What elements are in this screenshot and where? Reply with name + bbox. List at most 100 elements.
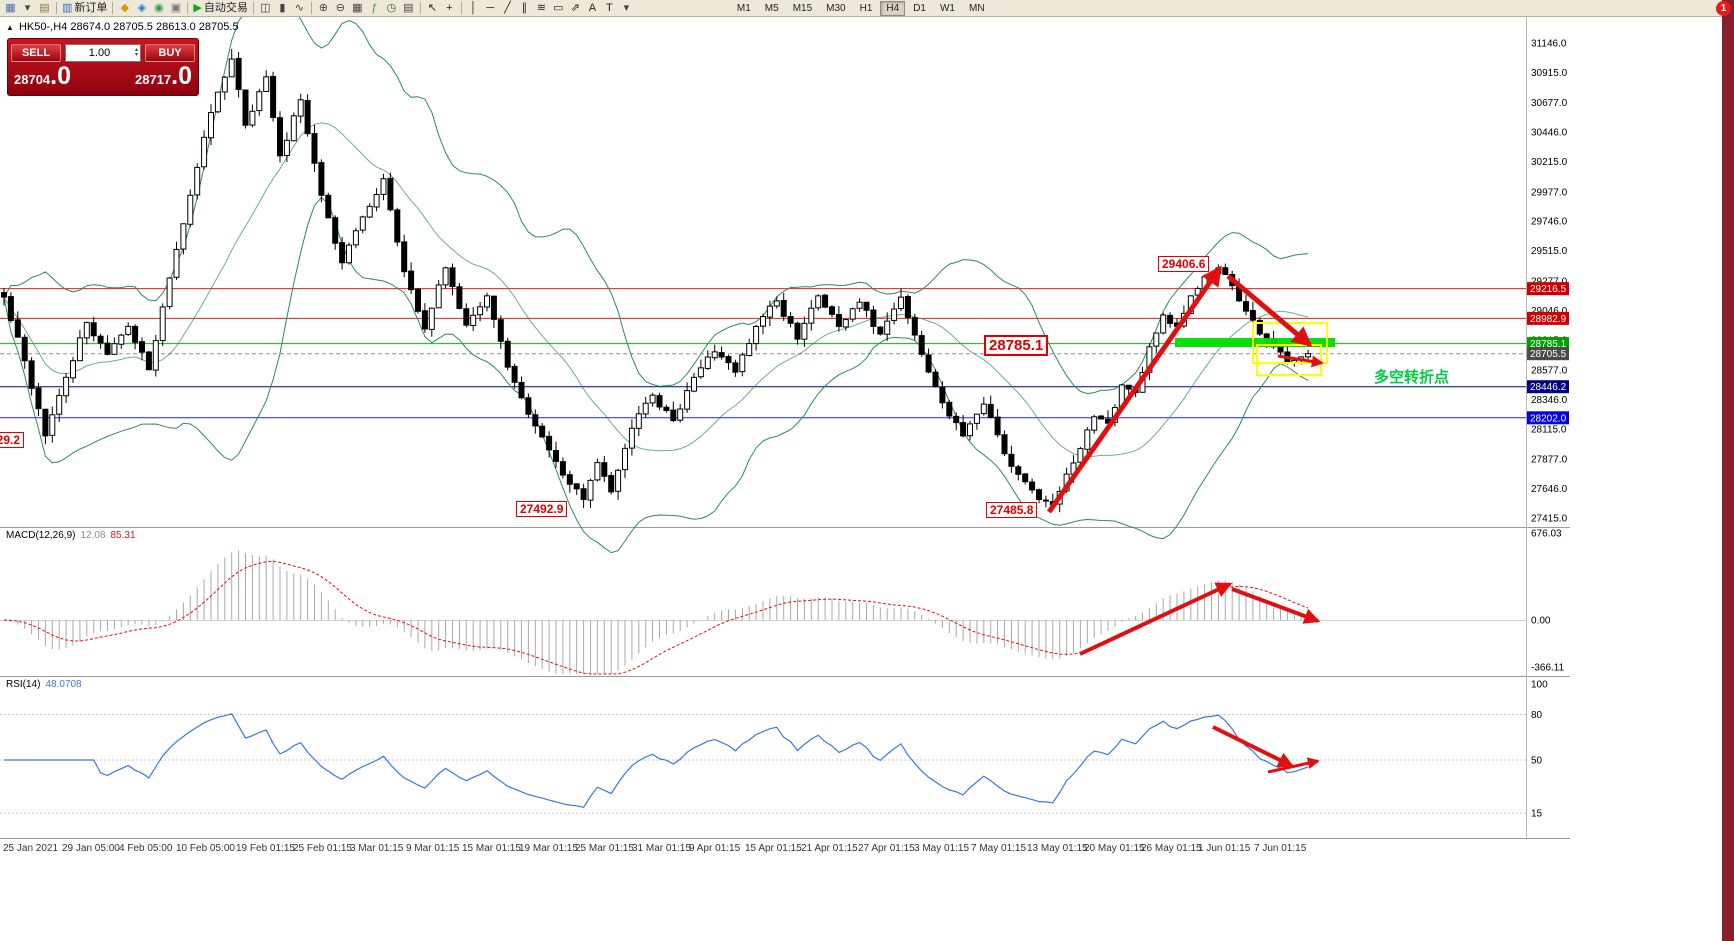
svg-text:29277.0: 29277.0: [1531, 276, 1568, 287]
toolbar-separator: [460, 2, 462, 14]
timeframe-m15[interactable]: M15: [792, 2, 813, 14]
timeframe-m5[interactable]: M5: [764, 2, 779, 14]
svg-text:27 Apr 01:15: 27 Apr 01:15: [858, 843, 915, 854]
svg-text:15 Apr 01:15: 15 Apr 01:15: [745, 843, 802, 854]
shapes-button[interactable]: ▭: [550, 1, 567, 16]
sell-button[interactable]: SELL: [11, 43, 61, 62]
macd-header: MACD(12,26,9) 12.08 85.31: [6, 530, 141, 541]
data-window-icon: ◈: [137, 1, 147, 14]
vertical-line-button[interactable]: │: [465, 1, 482, 16]
periods-icon: ◷: [386, 1, 397, 14]
svg-text:28577.0: 28577.0: [1531, 366, 1568, 377]
svg-text:7 Jun 01:15: 7 Jun 01:15: [1254, 843, 1307, 854]
new-chart-dropdown-icon: ▾: [24, 1, 31, 14]
sell-price: 28704.0: [14, 64, 71, 89]
zoom-in-button[interactable]: ⊕: [315, 1, 332, 16]
market-watch-icon: ◆: [120, 1, 130, 14]
line-chart-button[interactable]: ∿: [291, 1, 308, 16]
right-edge-strip: [1722, 0, 1734, 941]
profiles-button[interactable]: ▤: [36, 1, 53, 16]
timeframe-h4[interactable]: H4: [880, 0, 906, 16]
svg-text:31 Mar 01:15: 31 Mar 01:15: [632, 843, 691, 854]
svg-text:31146.0: 31146.0: [1531, 39, 1567, 50]
svg-text:28446.2: 28446.2: [1530, 382, 1567, 393]
terminal-button[interactable]: ▣: [167, 1, 184, 16]
tile-windows-button[interactable]: ▦: [349, 1, 366, 16]
volume-box: ▴▾: [65, 43, 141, 62]
zoom-in-icon: ⊕: [318, 1, 328, 14]
market-watch-button[interactable]: ◆: [116, 1, 133, 16]
trendline-button[interactable]: ╱: [499, 1, 516, 16]
toolbar-separator: [310, 2, 312, 14]
svg-text:27877.0: 27877.0: [1531, 455, 1568, 466]
notification-badge: 1: [1716, 1, 1731, 16]
toolbar-separator: [112, 2, 114, 14]
chart-symbol: HK50-,H4: [18, 21, 68, 33]
periods-button[interactable]: ◷: [383, 1, 400, 16]
objects-dropdown[interactable]: ▾: [618, 1, 635, 16]
indicators-button[interactable]: ƒ: [366, 1, 383, 16]
timeframe-m1[interactable]: M1: [736, 2, 751, 14]
toolbar-separator: [56, 2, 57, 14]
text-label-button[interactable]: T: [601, 1, 618, 16]
timeframe-mn[interactable]: MN: [968, 2, 985, 14]
data-window-button[interactable]: ◈: [133, 1, 150, 16]
new-chart-button[interactable]: ▦: [2, 1, 19, 16]
svg-text:28705.5: 28705.5: [1530, 349, 1567, 360]
new-chart-icon: ▦: [5, 1, 16, 14]
arrow-object-icon: ⇗: [570, 1, 580, 14]
new-order-icon: ▥: [62, 1, 73, 14]
zoom-out-button[interactable]: ⊖: [332, 1, 349, 16]
toolbar-separator: [187, 2, 189, 14]
auto-trading-button[interactable]: ▶ 自动交易: [191, 1, 249, 16]
indicators-icon: ƒ: [371, 1, 378, 14]
svg-text:28346.0: 28346.0: [1531, 395, 1568, 406]
candle-chart-button[interactable]: ▮: [274, 1, 291, 16]
new-chart-dropdown[interactable]: ▾: [19, 1, 36, 16]
toolbar-separator: [252, 2, 254, 14]
templates-button[interactable]: ▤: [400, 1, 417, 16]
svg-text:29977.0: 29977.0: [1531, 187, 1568, 198]
timeframe-d1[interactable]: D1: [913, 2, 926, 14]
svg-text:13 May 01:15: 13 May 01:15: [1027, 843, 1088, 854]
svg-text:21 Apr 01:15: 21 Apr 01:15: [801, 843, 858, 854]
zoom-out-icon: ⊖: [335, 1, 345, 14]
text-icon: A: [588, 1, 597, 14]
timeframe-h1[interactable]: H1: [859, 2, 873, 14]
arrow-object-button[interactable]: ⇗: [567, 1, 584, 16]
timeframe-w1[interactable]: W1: [939, 2, 955, 14]
svg-text:30215.0: 30215.0: [1531, 157, 1568, 168]
buy-button[interactable]: BUY: [145, 43, 195, 62]
channel-button[interactable]: ∥: [516, 1, 533, 16]
navigator-button[interactable]: ◉: [150, 1, 167, 16]
volume-input[interactable]: [66, 45, 133, 60]
text-button[interactable]: A: [584, 1, 601, 16]
channel-icon: ∥: [521, 1, 528, 14]
svg-text:25 Jan 2021: 25 Jan 2021: [3, 843, 58, 854]
buy-price-big: .0: [171, 62, 192, 90]
tile-windows-icon: ▦: [352, 1, 363, 14]
vertical-line-icon: │: [469, 1, 477, 14]
shapes-icon: ▭: [553, 1, 564, 14]
bar-chart-button[interactable]: ◫: [257, 1, 274, 16]
navigator-icon: ◉: [154, 1, 164, 14]
terminal-icon: ▣: [170, 1, 182, 14]
crosshair-button[interactable]: +: [441, 1, 458, 16]
svg-text:28115.0: 28115.0: [1531, 424, 1567, 435]
profiles-icon: ▤: [39, 1, 50, 14]
volume-stepper[interactable]: ▴ ▾: [133, 47, 140, 58]
new-order-button[interactable]: ▥ 新订单: [60, 1, 109, 16]
horizontal-line-button[interactable]: ─: [482, 1, 499, 16]
fibonacci-button[interactable]: ≋: [533, 1, 550, 16]
svg-text:1 Jun 01:15: 1 Jun 01:15: [1198, 843, 1251, 854]
svg-text:9 Mar 01:15: 9 Mar 01:15: [406, 843, 460, 854]
toolbar-separator: [419, 2, 421, 14]
tick-up-icon: ▲: [6, 23, 14, 32]
svg-text:28982.9: 28982.9: [1530, 314, 1567, 325]
cursor-button[interactable]: ↖: [424, 1, 441, 16]
svg-text:29515.0: 29515.0: [1531, 246, 1568, 257]
svg-text:28785.1: 28785.1: [1530, 339, 1567, 350]
svg-text:9 Apr 01:15: 9 Apr 01:15: [689, 843, 741, 854]
timeframe-m30[interactable]: M30: [826, 2, 846, 14]
